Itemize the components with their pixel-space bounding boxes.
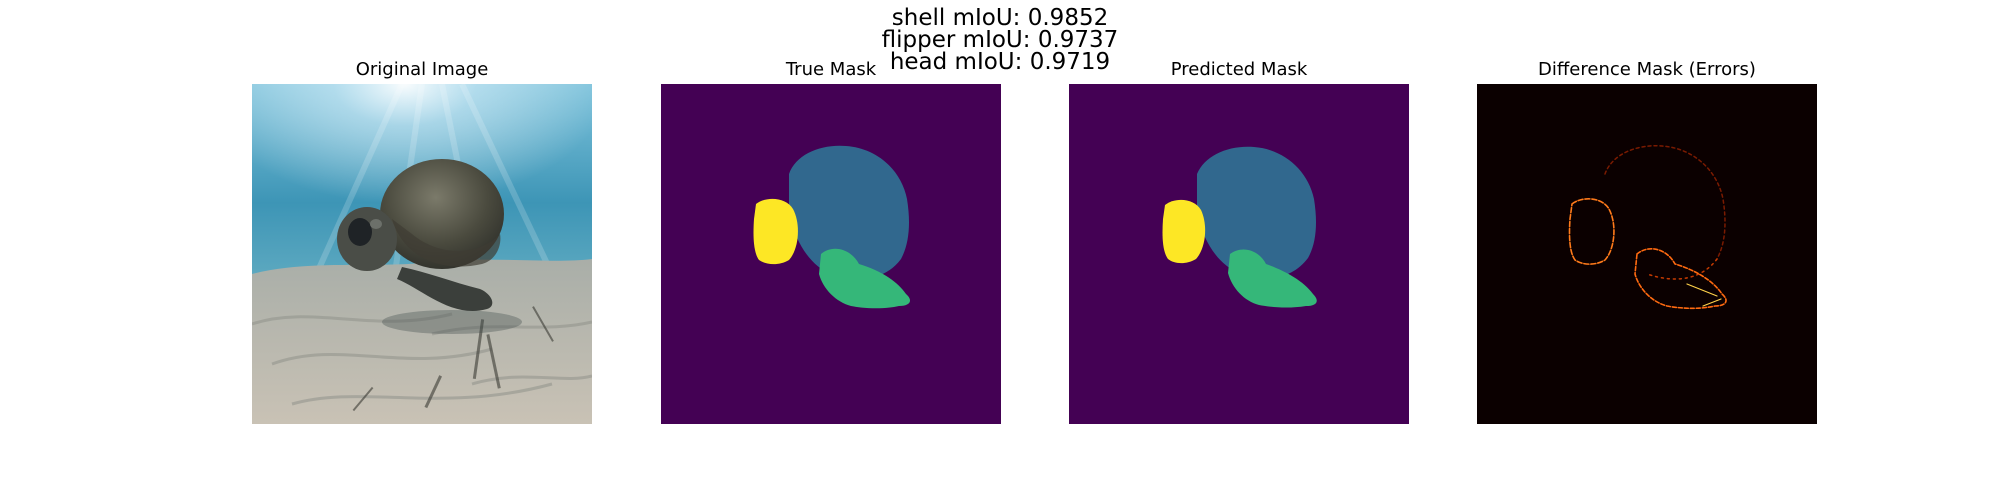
predicted-mask-title: Predicted Mask bbox=[1069, 58, 1409, 82]
true-mask-title: True Mask bbox=[661, 58, 1001, 82]
head-region bbox=[1163, 200, 1206, 263]
flipper-miou-label: flipper mIoU: 0.9737 bbox=[0, 29, 2000, 51]
true-mask-panel bbox=[661, 84, 1001, 424]
difference-mask-image bbox=[1477, 84, 1817, 424]
turtle-photo bbox=[252, 84, 592, 424]
difference-mask-title: Difference Mask (Errors) bbox=[1477, 58, 1817, 82]
original-image-panel bbox=[252, 84, 592, 424]
shell-miou-label: shell mIoU: 0.9852 bbox=[0, 7, 2000, 29]
predicted-mask-image bbox=[1069, 84, 1409, 424]
predicted-mask-panel bbox=[1069, 84, 1409, 424]
original-image-title: Original Image bbox=[252, 58, 592, 82]
difference-mask-panel bbox=[1477, 84, 1817, 424]
head-region bbox=[754, 199, 798, 264]
true-mask-image bbox=[661, 84, 1001, 424]
difference-background bbox=[1477, 84, 1817, 424]
